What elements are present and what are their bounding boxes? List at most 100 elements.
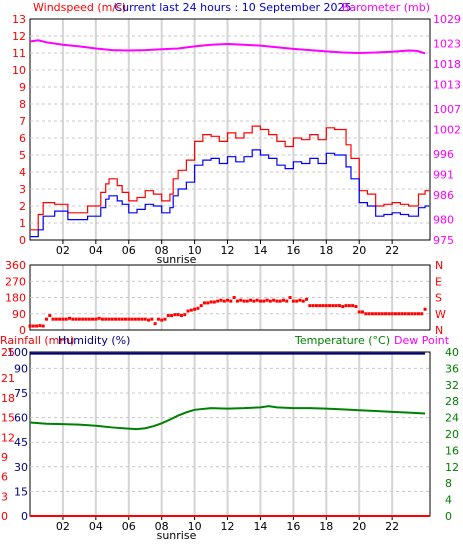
rain-tick-label-6: 6 [1, 471, 8, 484]
direction-point [321, 304, 325, 308]
direction-point [123, 317, 127, 321]
direction-point [232, 296, 236, 299]
direction-point [314, 304, 318, 308]
humidity-tick-label-100: 100 [7, 346, 28, 359]
direction-point [262, 299, 266, 303]
direction-point [285, 299, 289, 303]
humidity-tick-label-75: 75 [14, 387, 28, 400]
direction-point [196, 306, 200, 310]
barometer-header-label: Barometer (mb) [342, 1, 430, 14]
direction-point [298, 298, 302, 302]
direction-point [367, 312, 371, 316]
wind-sunrise-label: sunrise [157, 253, 197, 266]
direction-point [420, 312, 424, 316]
direction-point [176, 313, 180, 317]
direction-point [423, 307, 427, 311]
direction-point [341, 305, 345, 309]
direction-point [324, 304, 328, 308]
direction-point [68, 316, 72, 320]
gust-series-line [30, 125, 430, 231]
direction-point [357, 310, 361, 314]
temperature-tick-label-36: 36 [445, 362, 459, 375]
direction-point [331, 304, 335, 308]
direction-tick-label-y-0: 0 [19, 324, 26, 337]
direction-point [295, 299, 299, 303]
wind-tick-label-x-04: 04 [89, 244, 103, 257]
climate-tick-label-x-12: 12 [221, 520, 235, 533]
direction-point [117, 317, 121, 321]
direction-point [61, 317, 65, 321]
direction-point [410, 312, 414, 316]
direction-point [252, 299, 256, 303]
direction-point [206, 301, 210, 305]
direction-point [91, 317, 95, 321]
barometer-tick-label-y-986: 986 [433, 189, 454, 202]
barometer-tick-label-y-1018: 1018 [433, 58, 461, 71]
direction-point [140, 317, 144, 321]
direction-point [209, 300, 213, 304]
direction-tick-label-y-180: 180 [5, 292, 26, 305]
direction-point [189, 308, 193, 312]
direction-point [370, 312, 374, 316]
wind-tick-label-y-3: 3 [19, 183, 26, 196]
wind-tick-label-y-7: 7 [19, 115, 26, 128]
climate-tick-label-x-02: 02 [56, 520, 70, 533]
humidity-tick-label-45: 45 [14, 436, 28, 449]
direction-point [28, 324, 32, 328]
direction-point [347, 304, 351, 308]
direction-point [393, 312, 397, 316]
wind-tick-label-y-2: 2 [19, 200, 26, 213]
direction-point [308, 304, 312, 308]
climate-tick-label-x-18: 18 [319, 520, 333, 533]
direction-point [380, 312, 384, 316]
direction-compass-label-1: E [435, 275, 442, 288]
temperature-tick-label-12: 12 [445, 461, 459, 474]
direction-point [133, 317, 137, 321]
barometer-tick-label-y-1029: 1029 [433, 13, 461, 26]
direction-point [268, 299, 272, 303]
rain-tick-label-0: 0 [1, 510, 8, 523]
wind-tick-label-x-14: 14 [253, 244, 267, 257]
direction-point [219, 298, 223, 302]
wind-frame [29, 18, 431, 241]
barometer-tick-label-y-1023: 1023 [433, 38, 461, 51]
direction-point [387, 312, 391, 316]
direction-point [166, 314, 170, 318]
climate-tick-label-x-16: 16 [286, 520, 300, 533]
direction-point [212, 300, 216, 304]
direction-point [278, 299, 282, 303]
direction-point [245, 299, 249, 303]
direction-point [64, 317, 68, 321]
direction-point [403, 312, 407, 316]
wind-tick-label-y-11: 11 [12, 47, 26, 60]
direction-point [354, 305, 358, 309]
wind-tick-label-y-4: 4 [19, 166, 26, 179]
direction-point [272, 298, 276, 302]
humidity-tick-label-15: 15 [14, 485, 28, 498]
direction-point [58, 317, 62, 321]
windspeed-series-line [30, 149, 430, 238]
wind-tick-label-y-6: 6 [19, 132, 26, 145]
rain-tick-label-18: 18 [1, 392, 15, 405]
direction-point [397, 312, 401, 316]
wind-tick-label-x-18: 18 [319, 244, 333, 257]
temperature-tick-label-24: 24 [445, 412, 459, 425]
direction-point [147, 318, 151, 322]
direction-point [173, 313, 177, 317]
direction-point [51, 317, 55, 321]
direction-point [258, 299, 262, 303]
direction-point [202, 301, 206, 305]
wind-tick-label-y-5: 5 [19, 149, 26, 162]
temperature-tick-label-20: 20 [445, 428, 459, 441]
climate-tick-label-x-20: 20 [352, 520, 366, 533]
wind-tick-label-y-0: 0 [19, 234, 26, 247]
direction-compass-label-2: S [435, 292, 442, 305]
direction-point [156, 317, 160, 321]
direction-point [235, 299, 239, 303]
direction-point [334, 304, 338, 308]
direction-point [183, 313, 187, 317]
direction-point [179, 314, 183, 318]
temperature-legend-label: Temperature (°C) [294, 334, 390, 347]
direction-point [255, 298, 259, 302]
